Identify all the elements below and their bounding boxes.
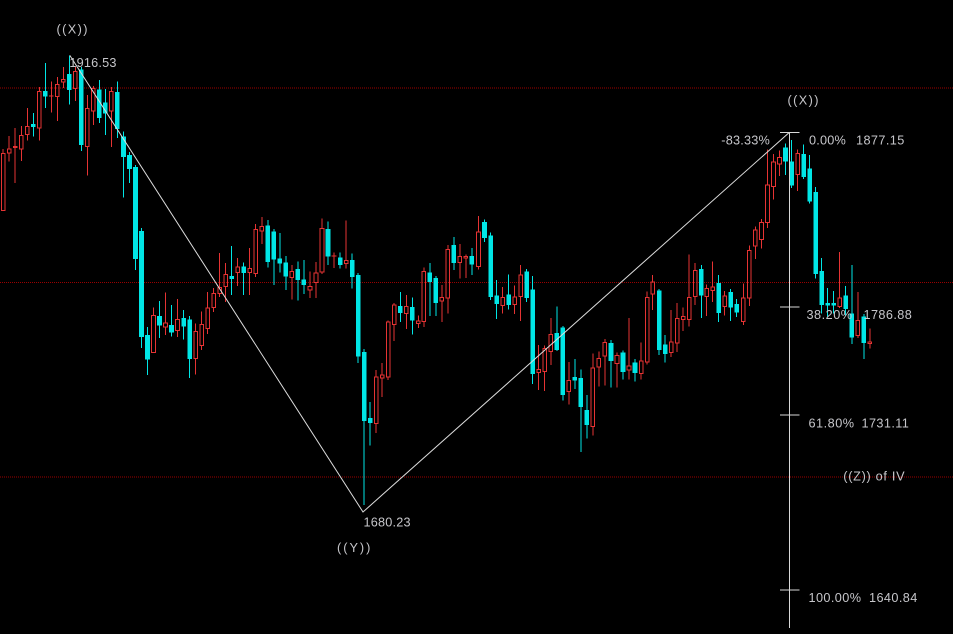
svg-text:1877.15: 1877.15 — [856, 134, 905, 148]
svg-text:38.20%: 38.20% — [807, 308, 853, 322]
svg-text:-83.33%: -83.33% — [721, 134, 770, 148]
svg-text:((Z)) of IV: ((Z)) of IV — [843, 470, 905, 484]
svg-text:1731.11: 1731.11 — [862, 417, 910, 431]
svg-text:((X)): ((X)) — [57, 23, 89, 37]
svg-text:0.00%: 0.00% — [809, 134, 846, 148]
svg-text:((X)): ((X)) — [788, 94, 820, 108]
svg-text:1786.88: 1786.88 — [864, 308, 913, 322]
svg-text:1680.23: 1680.23 — [364, 516, 411, 530]
svg-text:1640.84: 1640.84 — [869, 591, 918, 605]
svg-text:100.00%: 100.00% — [809, 591, 862, 605]
svg-text:((Y)): ((Y)) — [337, 541, 372, 555]
svg-text:1916.53: 1916.53 — [69, 56, 116, 70]
svg-text:61.80%: 61.80% — [809, 417, 855, 431]
